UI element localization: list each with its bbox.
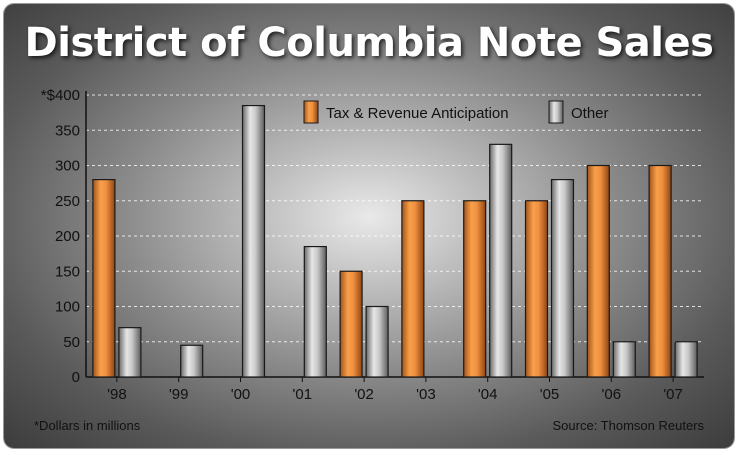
source-note: Source: Thomson Reuters [552,418,705,433]
legend-swatch-other [548,100,564,124]
x-tick-label: '04 [478,386,498,403]
y-tick-label: 150 [55,263,80,280]
bar-other [550,179,575,378]
bar-tax-revenue [401,200,425,378]
bar-tax-revenue [339,270,363,378]
bar-other [489,143,513,378]
bar-other [118,327,142,378]
x-tick-label: '07 [663,386,683,403]
y-tick-label: 250 [55,193,80,210]
bar-other [612,341,636,378]
x-tick-label: '03 [416,386,436,403]
y-tick-label: 300 [55,158,80,175]
x-tick-label: '01 [293,386,313,403]
y-tick-label: *$400 [41,87,80,104]
y-tick-label: 0 [72,369,80,386]
chart-title: District of Columbia Note Sales [24,20,714,66]
bar-other [303,245,327,378]
y-tick-label: 200 [55,228,80,245]
x-tick-label: '99 [169,386,189,403]
bar-tax-revenue [524,200,549,378]
x-tick-label: '06 [602,386,622,403]
bar-tax-revenue [586,164,610,378]
x-tick-label: '05 [540,386,560,403]
x-tick-label: '00 [231,386,251,403]
legend-swatch-tax [303,100,319,124]
chart-plot: 0 50 100 150 200 250 300 350 *$400 '98 '99 '00 '01 '0… [41,87,704,403]
bar-tax-revenue [648,164,672,378]
bar-other [365,305,389,378]
x-tick-label: '02 [354,386,374,403]
footnote: *Dollars in millions [34,418,141,433]
y-tick-label: 350 [55,122,80,139]
bar-other [180,344,204,378]
x-tick-label: '98 [107,386,127,403]
bar-other [674,341,698,378]
bar-tax-revenue [92,179,116,378]
legend-label-tax: Tax & Revenue Anticipation [326,105,509,122]
bar-other [241,104,266,378]
bar-tax-revenue [463,200,487,378]
chart-frame: District of Columbia Note Sales 0 50 100 15… [4,4,734,448]
legend-label-other: Other [571,105,609,122]
y-tick-label: 100 [55,299,80,316]
y-tick-label: 50 [63,334,80,351]
